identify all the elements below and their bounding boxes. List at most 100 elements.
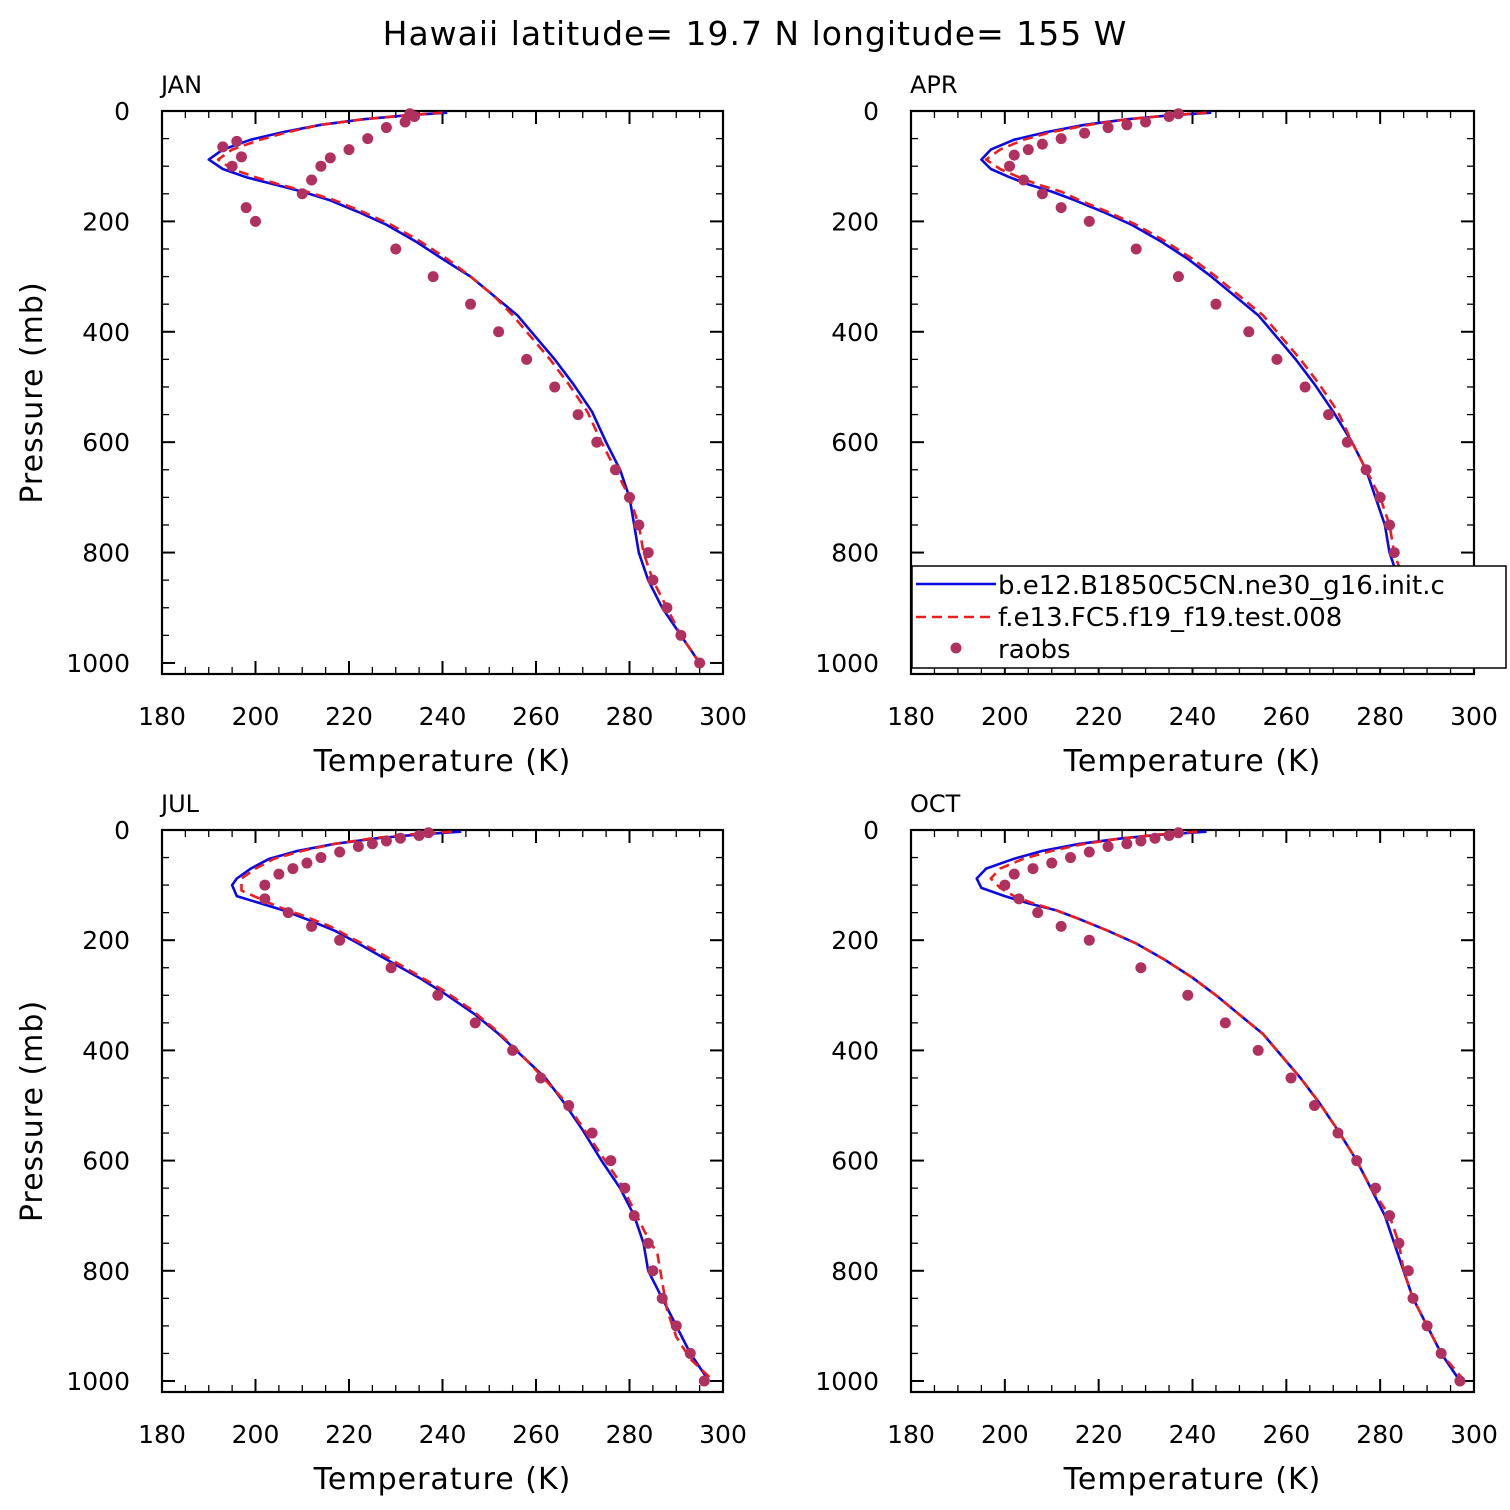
panel-oct-frame — [909, 828, 1476, 1394]
panel-jul-raobs-point — [469, 1017, 481, 1029]
panel-jul-raobs-point — [334, 934, 346, 946]
panel-jul-raobs-point — [422, 827, 434, 839]
panel-oct-raobs-point — [1308, 1099, 1320, 1111]
panel-apr-raobs-point — [1163, 111, 1175, 123]
panel-oct-raobs-point — [1083, 934, 1095, 946]
panel-jul-raobs-point — [647, 1265, 659, 1277]
panel-oct-raobs-point — [1351, 1155, 1363, 1167]
panel-jul-frame — [160, 828, 725, 1394]
panel-jul-raobs-point — [259, 879, 271, 891]
panel-jan-raobs-point — [609, 464, 621, 476]
panel-apr-xtick-label: 180 — [887, 702, 935, 731]
legend-swatch-obs — [950, 642, 962, 654]
panel-jan-raobs-point — [624, 491, 635, 503]
panel-jul-raobs-point — [259, 893, 271, 905]
panel-jan-raobs-point — [235, 151, 247, 163]
panel-oct-ytick-label: 800 — [831, 1257, 879, 1286]
panel-jan-raobs-point — [633, 519, 645, 531]
panel-jul-b1850-line — [230, 830, 711, 1382]
panel-jul-xtick-label: 220 — [325, 1420, 373, 1449]
panel-oct-raobs-point — [1421, 1320, 1433, 1332]
panel-oct-ytick-label: 0 — [863, 816, 879, 845]
panel-apr-raobs-point — [1022, 144, 1034, 156]
panel-jan-ytick-label: 800 — [82, 539, 130, 568]
panel-jan-xtick-label: 280 — [606, 702, 654, 731]
panel-oct-ytick-label: 1000 — [815, 1367, 879, 1396]
panel-jul-raobs-point — [301, 857, 313, 869]
panel-oct: 180 200 220 240 260 280 300 0 200 400 600 800 1000 OC… — [815, 790, 1497, 1497]
panel-jul-raobs-point — [507, 1044, 519, 1056]
panel-jul-raobs-point — [698, 1375, 710, 1387]
panel-jan-raobs-point — [217, 141, 229, 153]
panel-jul-xlabel: Temperature (K) — [313, 1462, 572, 1497]
panel-jan-ytick-label: 600 — [82, 428, 130, 457]
panel-oct-raobs-point — [1032, 907, 1044, 919]
panel-apr-xtick-label: 260 — [1262, 702, 1310, 731]
panel-oct-raobs-point — [1046, 857, 1058, 869]
panel-jan-title: JAN — [159, 71, 202, 99]
panel-apr-ytick-label: 800 — [831, 539, 879, 568]
panel-oct-raobs-point — [1163, 830, 1175, 842]
panel-apr-raobs-point — [1271, 353, 1283, 365]
panel-jul-raobs-point — [432, 989, 444, 1001]
panel-apr-raobs-point — [1341, 436, 1353, 448]
panel-oct-ytick-label: 400 — [831, 1036, 879, 1065]
panel-oct-xtick-label: 180 — [887, 1420, 935, 1449]
panel-jan-xlabel: Temperature (K) — [313, 744, 572, 779]
panel-jul-raobs-point — [642, 1237, 654, 1249]
panel-jul-raobs-point — [287, 863, 299, 875]
panel-jan-raobs-point — [390, 243, 402, 255]
panel-apr-title: APR — [910, 71, 958, 99]
panel-jan-raobs-point — [493, 326, 505, 338]
panel-jul-raobs-point — [628, 1210, 640, 1222]
panel-jul-raobs-point — [619, 1182, 631, 1194]
panel-jul-raobs-point — [670, 1320, 682, 1332]
panel-jul-ytick-label: 400 — [82, 1036, 130, 1065]
panel-apr-raobs-point — [1055, 202, 1067, 214]
panel-apr-xlabel: Temperature (K) — [1063, 744, 1322, 779]
legend-label-obs: raobs — [998, 635, 1071, 665]
panel-jul-ytick-label: 1000 — [66, 1367, 130, 1396]
panel-apr-raobs-point — [1299, 381, 1311, 393]
panel-apr-xtick-label: 300 — [1450, 702, 1498, 731]
panel-apr-xtick-label: 220 — [1075, 702, 1123, 731]
panel-oct-raobs-point — [1083, 846, 1095, 858]
panel-jan-raobs-point — [408, 111, 420, 123]
panel-oct-raobs-point — [1055, 920, 1067, 932]
panel-jul-ytick-label: 600 — [82, 1147, 130, 1176]
panel-oct-raobs-point — [1454, 1375, 1466, 1387]
panel-apr-raobs-point — [1384, 519, 1396, 531]
panel-jan-raobs-point — [306, 174, 318, 186]
panel-apr-b1850-line — [980, 111, 1452, 664]
panel-apr-raobs-point — [1018, 174, 1030, 186]
panel-jan-raobs-point — [250, 215, 261, 227]
panel-oct-raobs-point — [1407, 1292, 1419, 1304]
panel-apr-raobs-point — [1079, 127, 1091, 139]
panel-apr-raobs-point — [1055, 133, 1067, 145]
panel-apr-raobs-point — [1130, 243, 1142, 255]
panel-oct-raobs-point — [1149, 832, 1161, 844]
legend: b.e12.B1850C5CN.ne30_g16.init.c f.e13.FC… — [911, 565, 1507, 669]
panel-jan-xtick-label: 300 — [699, 702, 747, 731]
panel-oct-xtick-label: 260 — [1262, 1420, 1310, 1449]
panel-jul-raobs-point — [352, 841, 364, 853]
panel-apr-raobs-point — [1008, 149, 1020, 161]
panel-oct-raobs-point — [1252, 1044, 1264, 1056]
panel-apr-raobs-point — [1210, 298, 1222, 310]
panel-oct-xtick-label: 280 — [1356, 1420, 1404, 1449]
panel-jan-raobs-point — [694, 657, 706, 669]
panel-apr-raobs-point — [1172, 271, 1184, 283]
panel-jan-raobs-point — [240, 202, 252, 214]
panel-apr-ytick-label: 0 — [863, 97, 879, 126]
panel-apr-ytick-label: 200 — [831, 207, 879, 236]
panel-oct-raobs-point — [1135, 835, 1147, 847]
panel-jul-raobs-point — [413, 830, 425, 842]
panel-oct-raobs-point — [1121, 838, 1133, 850]
panel-apr-ytick-label: 1000 — [815, 649, 879, 678]
panel-oct-raobs-point — [1332, 1127, 1344, 1139]
panel-jul-raobs-point — [366, 838, 378, 850]
panel-jan-raobs-point — [296, 188, 308, 200]
panel-apr-raobs-point — [1102, 122, 1114, 134]
panel-jan-raobs-point — [642, 547, 654, 559]
